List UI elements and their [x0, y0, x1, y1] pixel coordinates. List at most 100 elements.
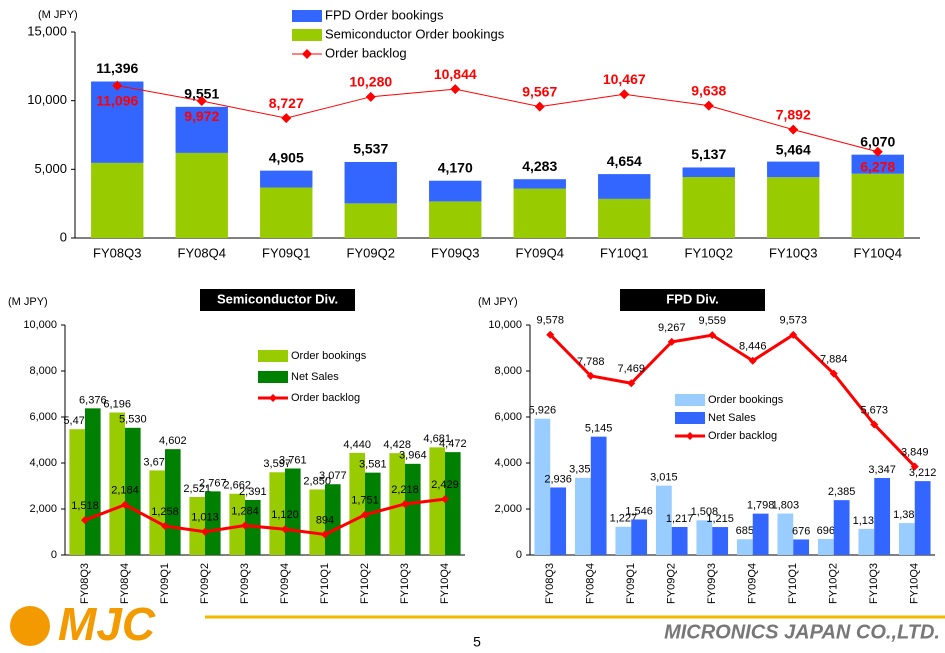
marker	[441, 495, 449, 504]
bar	[349, 452, 365, 555]
bar	[777, 513, 794, 555]
x-tick-label: FY10Q2	[828, 563, 840, 604]
bar-label: 6,376	[79, 394, 107, 406]
x-tick-label: FY10Q1	[787, 563, 799, 604]
bar-label: 3,964	[399, 450, 427, 462]
bar	[598, 198, 651, 238]
legend-swatch	[675, 412, 705, 424]
bar-label: 2,391	[239, 486, 267, 498]
line-label: 3,849	[901, 446, 929, 458]
legend-label: Order backlog	[291, 392, 360, 404]
y-tick-label: 8,000	[29, 365, 57, 377]
x-tick-label: FY10Q4	[439, 563, 451, 604]
bar	[85, 408, 101, 555]
line-label: 9,267	[658, 322, 686, 334]
y-tick-label: 4,000	[29, 457, 57, 469]
line-label: 1,518	[71, 500, 99, 512]
y-tick-label: 0	[516, 549, 522, 561]
x-tick-label: FY09Q3	[706, 563, 718, 604]
bar	[914, 481, 931, 555]
y-tick-label: 4,000	[494, 457, 522, 469]
line-label: 7,788	[577, 356, 605, 368]
marker	[870, 420, 879, 429]
bar	[874, 478, 891, 555]
line-label: 6,278	[860, 158, 895, 174]
bar	[752, 513, 769, 555]
y-tick-label: 8,000	[494, 365, 522, 377]
bar-label: 2,936	[544, 473, 572, 485]
title-box	[620, 289, 765, 311]
marker	[789, 330, 798, 339]
bar	[429, 201, 482, 238]
legend-marker	[302, 49, 312, 59]
bar	[615, 526, 632, 555]
bar	[69, 429, 85, 555]
bar	[344, 161, 397, 204]
bar	[109, 412, 125, 555]
bar	[833, 500, 850, 555]
legend-label: Order bookings	[291, 350, 367, 362]
x-tick-label: FY08Q3	[79, 563, 91, 604]
bar	[260, 187, 313, 238]
total-label: 4,905	[269, 149, 304, 165]
bar	[817, 538, 834, 555]
x-tick-label: FY09Q3	[431, 245, 479, 260]
company-name: MICRONICS JAPAN CO.,LTD.	[664, 621, 940, 643]
total-label: 5,464	[776, 142, 811, 158]
x-tick-label: FY10Q2	[685, 245, 733, 260]
bar	[767, 161, 820, 178]
bar	[631, 519, 648, 555]
legend-marker	[686, 432, 694, 440]
marker	[872, 146, 883, 157]
bar-label: 4,602	[159, 435, 187, 447]
x-tick-label: FY09Q1	[159, 563, 171, 604]
bar-label: 3,077	[319, 470, 347, 482]
total-label: 5,537	[353, 141, 388, 157]
x-tick-label: FY09Q3	[239, 563, 251, 604]
bar	[696, 520, 713, 555]
legend-label: Order bookings	[708, 394, 784, 406]
chart-title: Semiconductor Div.	[217, 291, 338, 306]
bar	[671, 527, 688, 555]
bar	[574, 477, 591, 555]
x-tick-label: FY08Q3	[544, 563, 556, 604]
marker	[196, 96, 207, 107]
y-tick-label: 2,000	[494, 503, 522, 515]
x-tick-label: FY10Q1	[319, 563, 331, 604]
bar	[165, 449, 181, 555]
line-label: 2,218	[391, 484, 419, 496]
bar-label: 4,428	[383, 439, 411, 451]
x-tick-label: FY10Q2	[359, 563, 371, 604]
bar	[655, 485, 672, 555]
line-label: 5,673	[860, 404, 888, 416]
x-tick-label: FY10Q1	[600, 245, 648, 260]
bar	[91, 162, 144, 238]
marker	[81, 516, 89, 525]
bar	[550, 487, 567, 555]
bar	[736, 539, 753, 555]
y-tick-label: 10,000	[27, 92, 67, 107]
x-tick-label: FY10Q3	[399, 563, 411, 604]
total-label: 4,654	[607, 153, 642, 169]
bar-label: 5,926	[529, 405, 557, 417]
marker	[708, 331, 717, 340]
legend-swatch	[292, 10, 322, 22]
bar	[269, 472, 285, 555]
marker	[161, 522, 169, 531]
marker	[365, 91, 376, 102]
line-label: 9,638	[691, 82, 726, 98]
bar-label: 3,678	[143, 456, 171, 468]
legend-label: FPD Order bookings	[325, 7, 444, 22]
bar-label: 1,798	[747, 500, 775, 512]
marker	[241, 521, 249, 530]
bar-label: 6,196	[103, 398, 131, 410]
line-label: 1,013	[191, 512, 219, 524]
bar	[175, 106, 228, 153]
y-tick-label: 6,000	[494, 411, 522, 423]
line-label: 7,469	[617, 363, 645, 375]
total-label: 9,551	[184, 86, 219, 102]
bar	[590, 436, 607, 555]
bar-label: 5,145	[585, 423, 613, 435]
bar	[389, 453, 405, 555]
